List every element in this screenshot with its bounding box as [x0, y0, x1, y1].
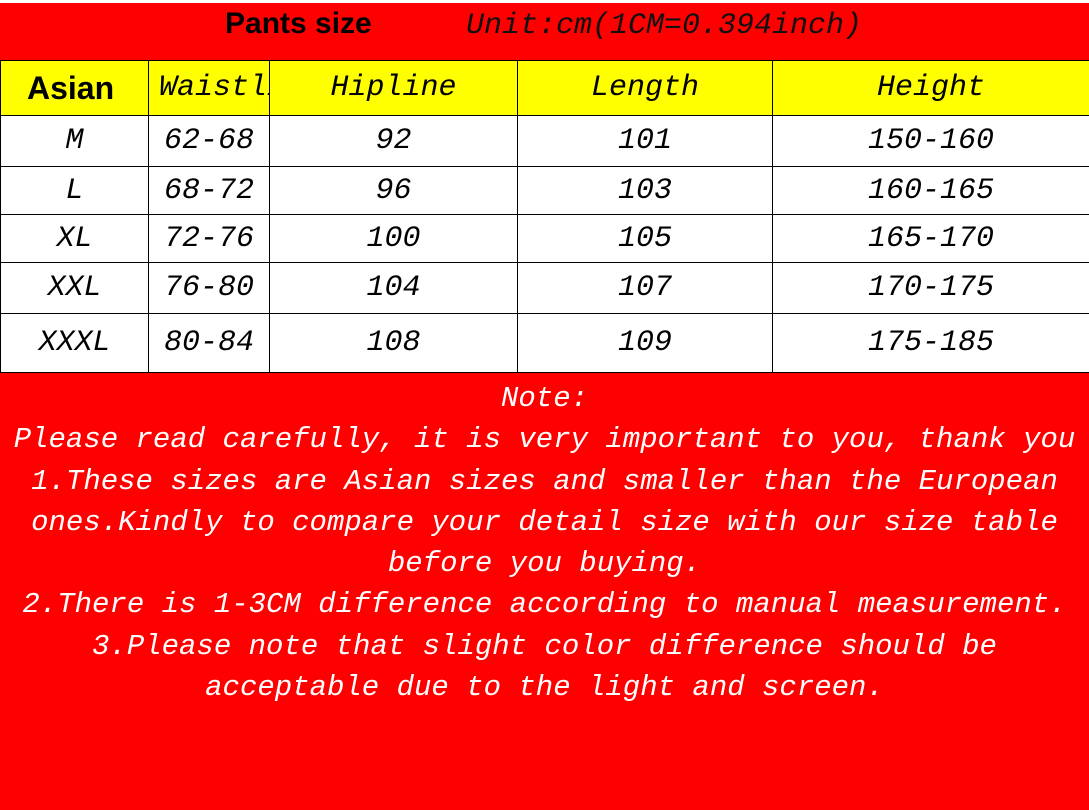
table-cell: M [0, 115, 149, 167]
table-row: XXXL 80-84 108 109 175-185 [0, 313, 1089, 373]
table-cell: 165-170 [772, 214, 1089, 263]
table-cell: 96 [269, 166, 518, 215]
table-row: L 68-72 96 103 160-165 [0, 166, 1089, 215]
table-cell: 68-72 [148, 166, 270, 215]
table-cell: XXXL [0, 313, 149, 373]
unit: Unit:cm(1CM=0.394inch) [466, 9, 863, 43]
header-cell: Hipline [269, 60, 518, 116]
header-cell: Height [772, 60, 1089, 116]
table-cell: 92 [269, 115, 518, 167]
table-cell: 76-80 [148, 262, 270, 314]
title-bar: Pants size Unit:cm(1CM=0.394inch) [0, 0, 1089, 60]
table-cell: 175-185 [772, 313, 1089, 373]
table-cell: 100 [269, 214, 518, 263]
table-row: XL 72-76 100 105 165-170 [0, 214, 1089, 263]
table-row: M 62-68 92 101 150-160 [0, 115, 1089, 167]
note-line: Please read carefully, it is very import… [13, 423, 1076, 457]
table-cell: XL [0, 214, 149, 263]
title: Pants size [225, 7, 372, 40]
table-row: XXL 76-80 104 107 170-175 [0, 262, 1089, 314]
note-line: 3.Please note that slight color differen… [92, 629, 997, 705]
table-cell: 150-160 [772, 115, 1089, 167]
table-cell: 170-175 [772, 262, 1089, 314]
table-cell: XXL [0, 262, 149, 314]
header-cell: Asian [0, 60, 149, 116]
table-cell: 62-68 [148, 115, 270, 167]
table-cell: 105 [517, 214, 773, 263]
header-cell: Length [517, 60, 773, 116]
note-line: 2.There is 1-3CM difference according to… [22, 588, 1067, 622]
table-cell: 109 [517, 313, 773, 373]
table-cell: 80-84 [148, 313, 270, 373]
table-cell: L [0, 166, 149, 215]
table-cell: 103 [517, 166, 773, 215]
table-cell: 160-165 [772, 166, 1089, 215]
table-cell: 104 [269, 262, 518, 314]
table-cell: 72-76 [148, 214, 270, 263]
header-row: AsianWaistlineHiplineLengthHeight [0, 60, 1089, 116]
size-table: AsianWaistlineHiplineLengthHeightM62-689… [0, 60, 1089, 373]
note-title: Note: [500, 382, 588, 415]
table-cell: 108 [269, 313, 518, 373]
table-cell: 101 [517, 115, 773, 167]
table-cell: 107 [517, 262, 773, 314]
note-line: 1.These sizes are Asian sizes and smalle… [31, 464, 1058, 581]
note: Note: Please read carefully, it is very i… [0, 378, 1089, 708]
header-cell: Waistline [148, 60, 270, 116]
